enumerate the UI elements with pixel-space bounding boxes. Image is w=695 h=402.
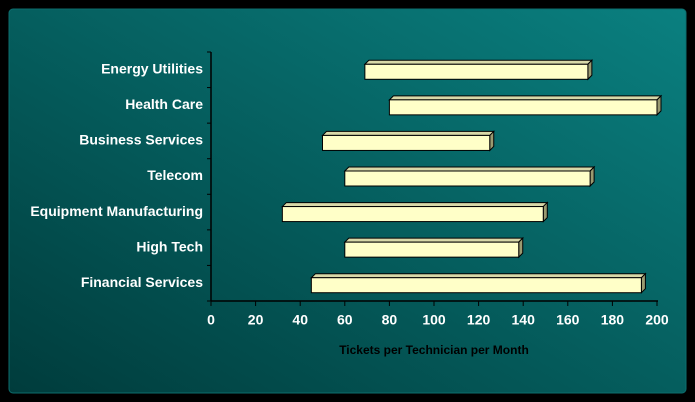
bar-face [388, 99, 658, 116]
x-axis-title: Tickets per Technician per Month [339, 343, 529, 357]
range-bar [310, 272, 647, 294]
bar-face [343, 166, 596, 172]
y-tick-label: Equipment Manufacturing [30, 203, 203, 219]
bar-face [489, 130, 495, 152]
bar-face [587, 59, 593, 81]
y-tick-label: Financial Services [81, 274, 203, 290]
x-tick-label: 20 [248, 312, 264, 328]
range-bar [343, 236, 524, 259]
bar-face [344, 241, 520, 258]
range-bar [281, 201, 549, 223]
x-tick-label: 40 [292, 312, 308, 328]
x-tick-label: 180 [601, 312, 625, 328]
range-bar [343, 165, 596, 188]
range-bar [321, 130, 495, 152]
range-bar [363, 59, 594, 81]
y-tick-label: Business Services [79, 132, 203, 148]
bar-face [518, 236, 524, 259]
bar-face [364, 63, 589, 80]
x-tick-label: 160 [556, 312, 580, 328]
bar-face [321, 130, 495, 136]
bar-face [656, 94, 662, 117]
x-tick-label: 140 [512, 312, 536, 328]
range-bar [388, 94, 663, 117]
x-tick-label: 100 [422, 312, 446, 328]
y-tick-label: Health Care [125, 96, 203, 112]
bar-face [640, 272, 646, 294]
bar-face [281, 206, 544, 223]
y-tick-label: Energy Utilities [101, 60, 203, 76]
x-tick-label: 120 [467, 312, 491, 328]
bar-face [344, 170, 591, 187]
x-tick-label: 80 [382, 312, 398, 328]
bar-face [310, 273, 647, 279]
bar-face [542, 201, 548, 223]
y-tick-label: Telecom [147, 167, 203, 183]
bar-face [388, 95, 663, 101]
bar-face [322, 134, 491, 151]
y-tick-label: High Tech [136, 238, 203, 254]
x-tick-label: 200 [645, 312, 669, 328]
bar-face [363, 59, 594, 65]
bar-face [310, 277, 642, 294]
bar-face [589, 165, 595, 188]
x-tick-label: 60 [337, 312, 353, 328]
bar-face [343, 237, 524, 243]
x-tick-label: 0 [207, 312, 215, 328]
bar-face [281, 202, 549, 208]
